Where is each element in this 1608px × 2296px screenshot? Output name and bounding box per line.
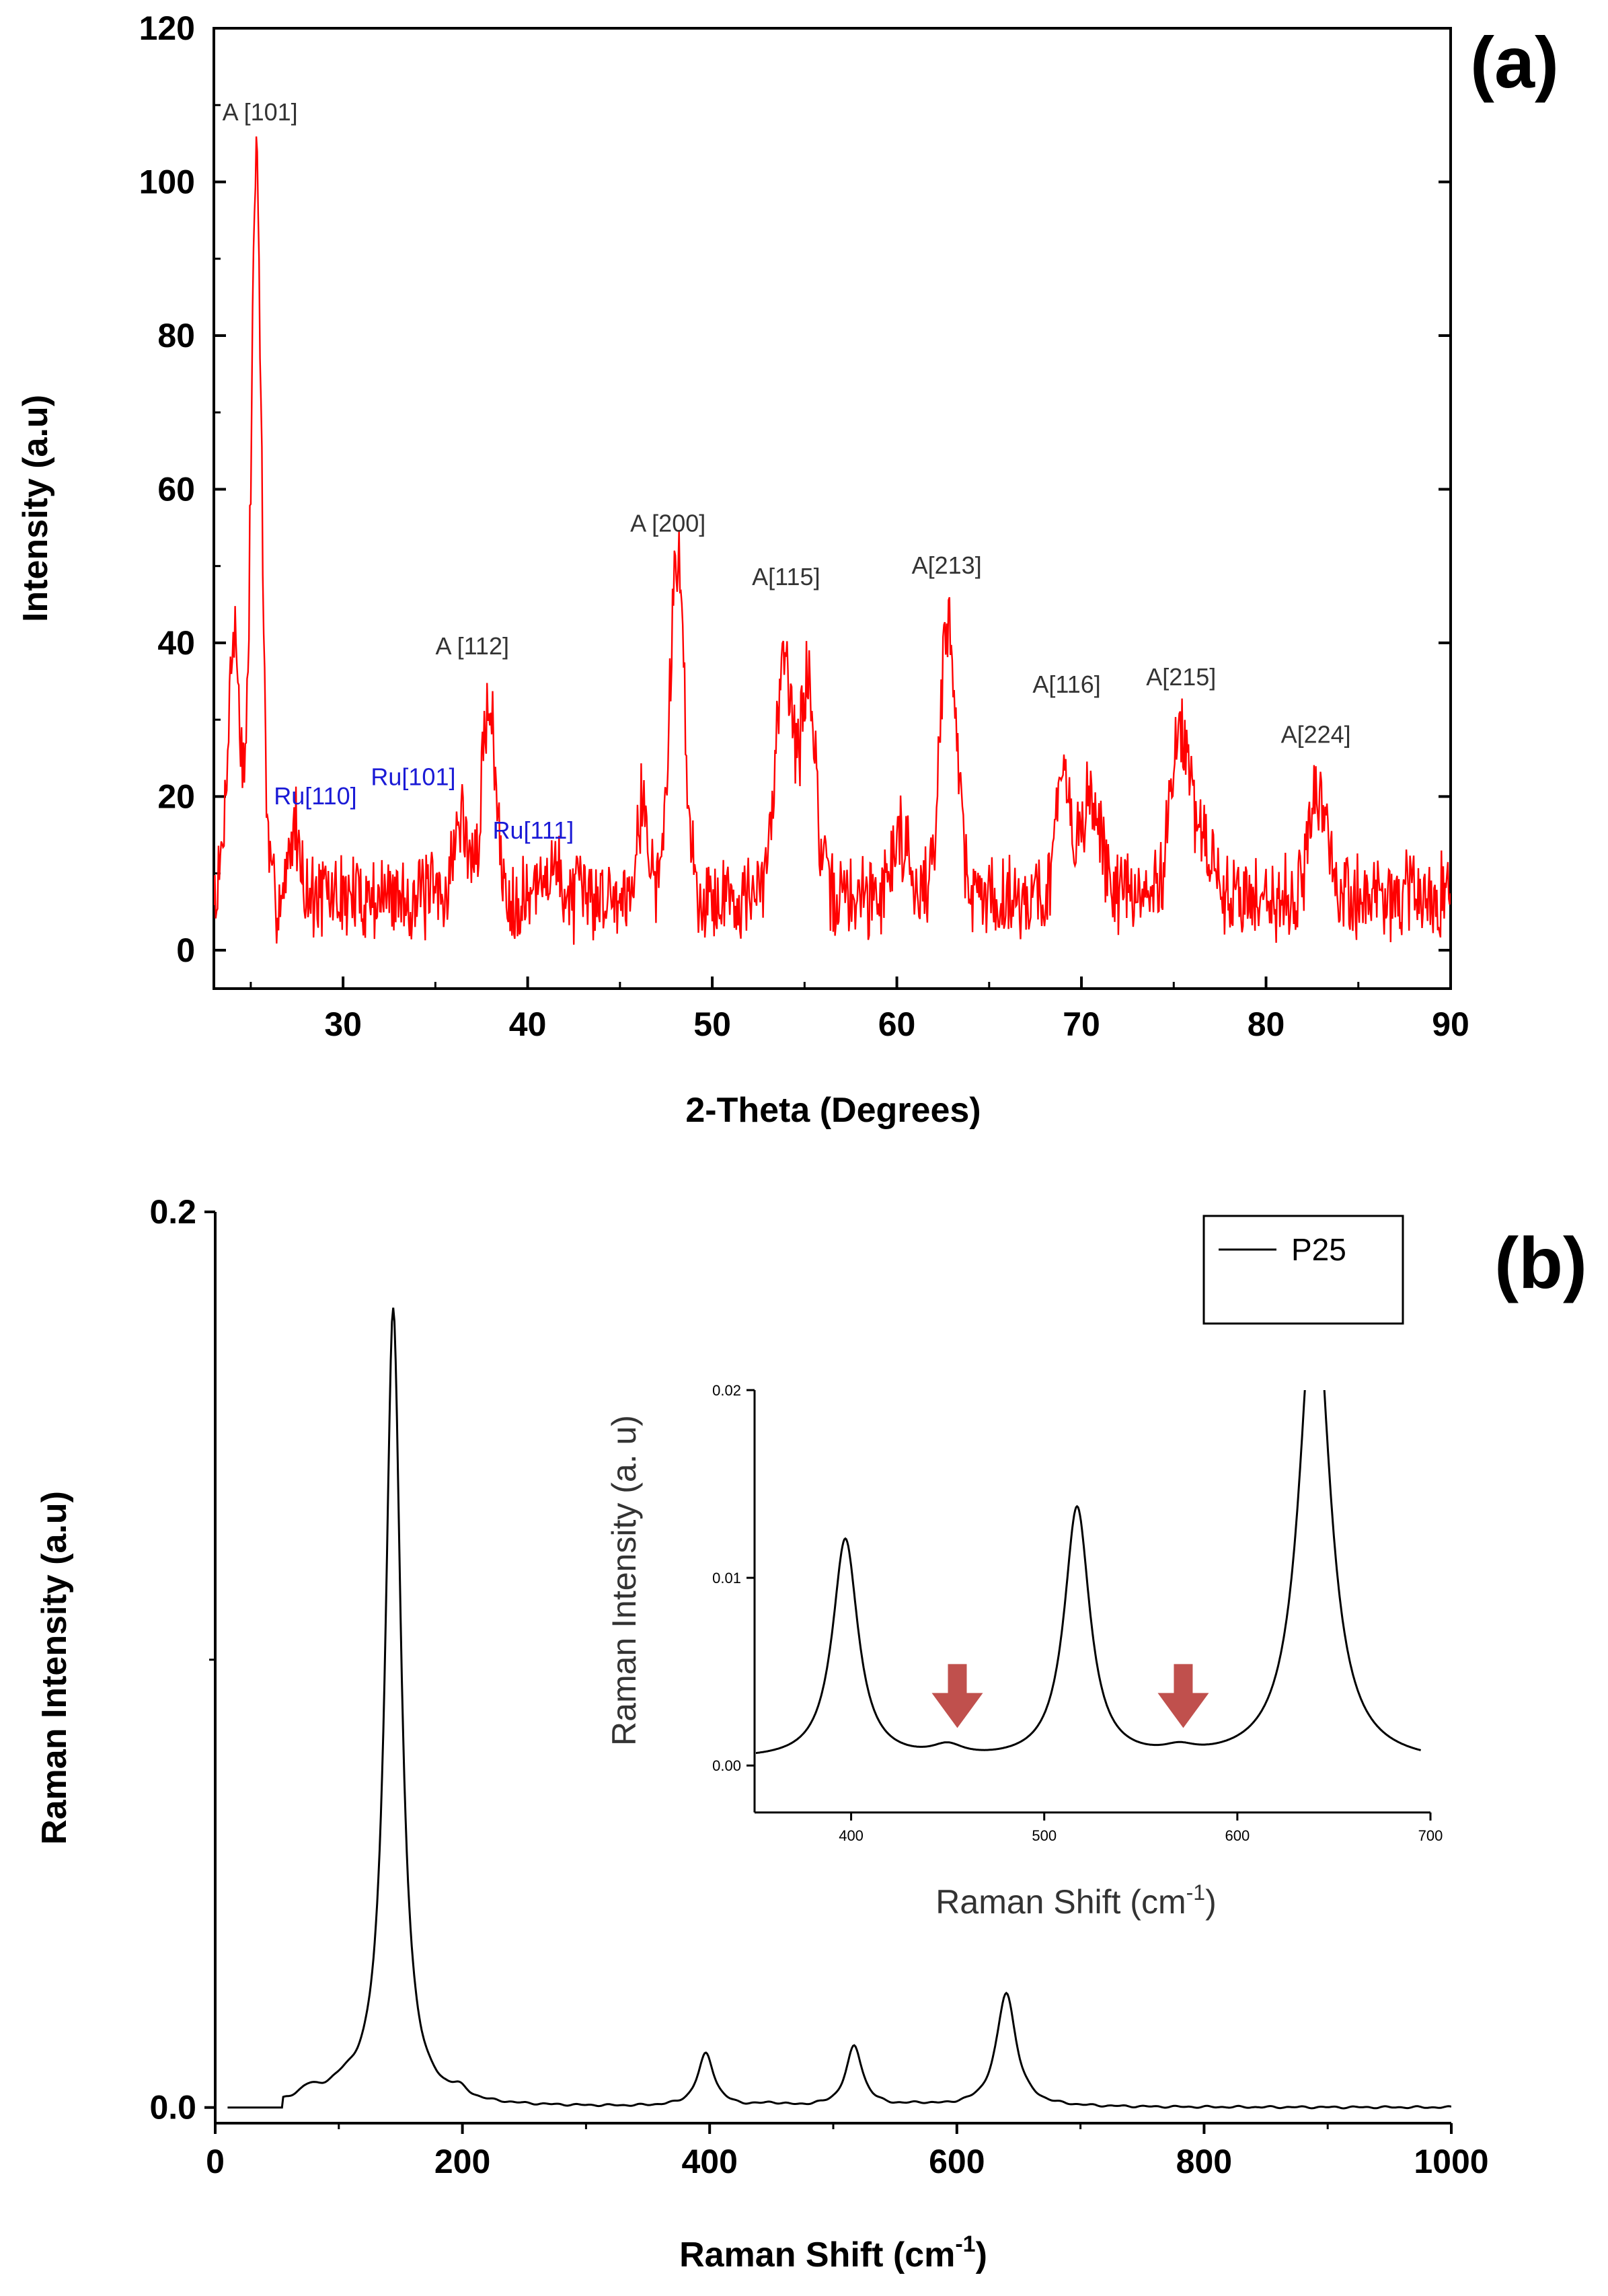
panel-a-y-tick-label: 80 [157, 317, 195, 354]
panel-a-y-tick-label: 100 [139, 163, 195, 200]
panel-b-y-tick-label: 0.2 [149, 1193, 196, 1231]
panel-a-peak-label: Ru[111] [492, 816, 574, 844]
panel-a-peak-label: A [200] [630, 509, 705, 537]
inset-x-tick-label: 600 [1225, 1827, 1250, 1844]
panel-a-x-tick-label: 50 [693, 1005, 731, 1043]
inset-y-tick-label: 0.01 [712, 1570, 741, 1586]
panel-a-peak-label: A[116] [1032, 671, 1100, 698]
panel-b-label: (b) [1494, 1222, 1587, 1303]
inset-x-tick-label: 500 [1032, 1827, 1057, 1844]
panel-a-peak-annotations: A [101] Ru[110] Ru[101] A [112] Ru[111] A [20… [223, 98, 1351, 844]
panel-a-xrd-line [214, 136, 1451, 945]
panel-a-y-tick-label: 0 [176, 931, 195, 969]
panel-a-peak-label: Ru[110] [274, 782, 356, 810]
panel-a-peak-label: Ru[101] [371, 763, 455, 790]
panel-b-y-axis-title: Raman Intensity (a.u) [35, 1491, 74, 1845]
down-arrow-icon [931, 1664, 983, 1728]
inset-y-tick-label: 0.02 [712, 1382, 741, 1399]
panel-b-y-ticks: 0.0 0.2 [149, 1193, 215, 2127]
legend-box [1202, 1215, 1404, 1325]
panel-a-x-ticks: 30 40 50 60 70 80 90 [250, 977, 1469, 1043]
panel-a-y-tick-label: 40 [157, 624, 195, 662]
inset-x-axis-title: Raman Shift (cm-1) [935, 1880, 1216, 1921]
panel-a-peak-label: A[115] [752, 563, 820, 590]
panel-a-x-tick-label: 90 [1432, 1005, 1469, 1043]
panel-a-x-tick-label: 60 [878, 1005, 916, 1043]
panel-b-x-ticks: 0 200 400 600 800 1000 [206, 2123, 1489, 2180]
panel-a-y-tick-label: 20 [157, 777, 195, 815]
panel-b-legend: P25 [1202, 1215, 1404, 1325]
panel-a-xrd-chart: 30 40 50 60 70 80 90 0 20 40 60 80 100 120 A [101] Ru… [16, 9, 1559, 1130]
panel-b-p25-spectrum-line [227, 1307, 1451, 2110]
panel-b-x-tick-label: 600 [929, 2143, 985, 2180]
panel-b-raman-chart: 0 200 400 600 800 1000 0.0 0.2 Raman Shift (cm… [35, 1193, 1587, 2274]
panel-a-peak-label: A[213] [912, 551, 982, 579]
panel-a-x-tick-label: 70 [1063, 1005, 1100, 1043]
panel-a-x-tick-label: 30 [324, 1005, 362, 1043]
panel-a-peak-label: A [101] [223, 98, 298, 126]
panel-a-y-tick-label: 120 [139, 9, 195, 47]
inset-spectrum-line [756, 1390, 1422, 1755]
panel-b-x-tick-label: 200 [434, 2143, 490, 2180]
inset-y-axis-title: Raman Intensity (a. u) [605, 1415, 643, 1746]
panel-a-plot-frame [213, 27, 1452, 990]
legend-label-p25: P25 [1291, 1232, 1346, 1267]
panel-b-x-tick-label: 800 [1176, 2143, 1232, 2180]
panel-a-x-tick-label: 80 [1248, 1005, 1285, 1043]
panel-a-label: (a) [1470, 22, 1559, 103]
panel-a-x-tick-label: 40 [509, 1005, 547, 1043]
down-arrow-icon [1157, 1664, 1209, 1728]
inset-x-tick-label: 400 [839, 1827, 864, 1844]
inset-y-tick-label: 0.00 [712, 1757, 741, 1774]
panel-b-x-tick-label: 1000 [1414, 2143, 1488, 2180]
panel-a-y-ticks: 0 20 40 60 80 100 120 [139, 9, 1451, 969]
inset-arrows [931, 1664, 1209, 1728]
panel-a-y-tick-label: 60 [157, 470, 195, 508]
inset-x-ticks: 400 500 600 700 [839, 1812, 1443, 1844]
inset-y-ticks: 0.00 0.01 0.02 [712, 1382, 755, 1774]
panel-b-y-tick-label: 0.0 [149, 2089, 196, 2127]
panel-a-peak-label: A [112] [436, 632, 509, 660]
panel-b-inset-chart: 400 500 600 700 0.00 0.01 0.02 Raman Shift (c… [605, 1382, 1443, 1921]
inset-x-tick-label: 700 [1418, 1827, 1443, 1844]
panel-b-x-tick-label: 0 [206, 2143, 225, 2180]
panel-b-x-tick-label: 400 [681, 2143, 737, 2180]
panel-a-y-axis-title: Intensity (a.u) [16, 395, 55, 622]
panel-a-x-axis-title: 2-Theta (Degrees) [685, 1091, 981, 1130]
panel-b-x-axis-title: Raman Shift (cm-1) [679, 2231, 987, 2274]
panel-a-peak-label: A[215] [1146, 663, 1216, 691]
panel-a-peak-label: A[224] [1281, 720, 1351, 748]
